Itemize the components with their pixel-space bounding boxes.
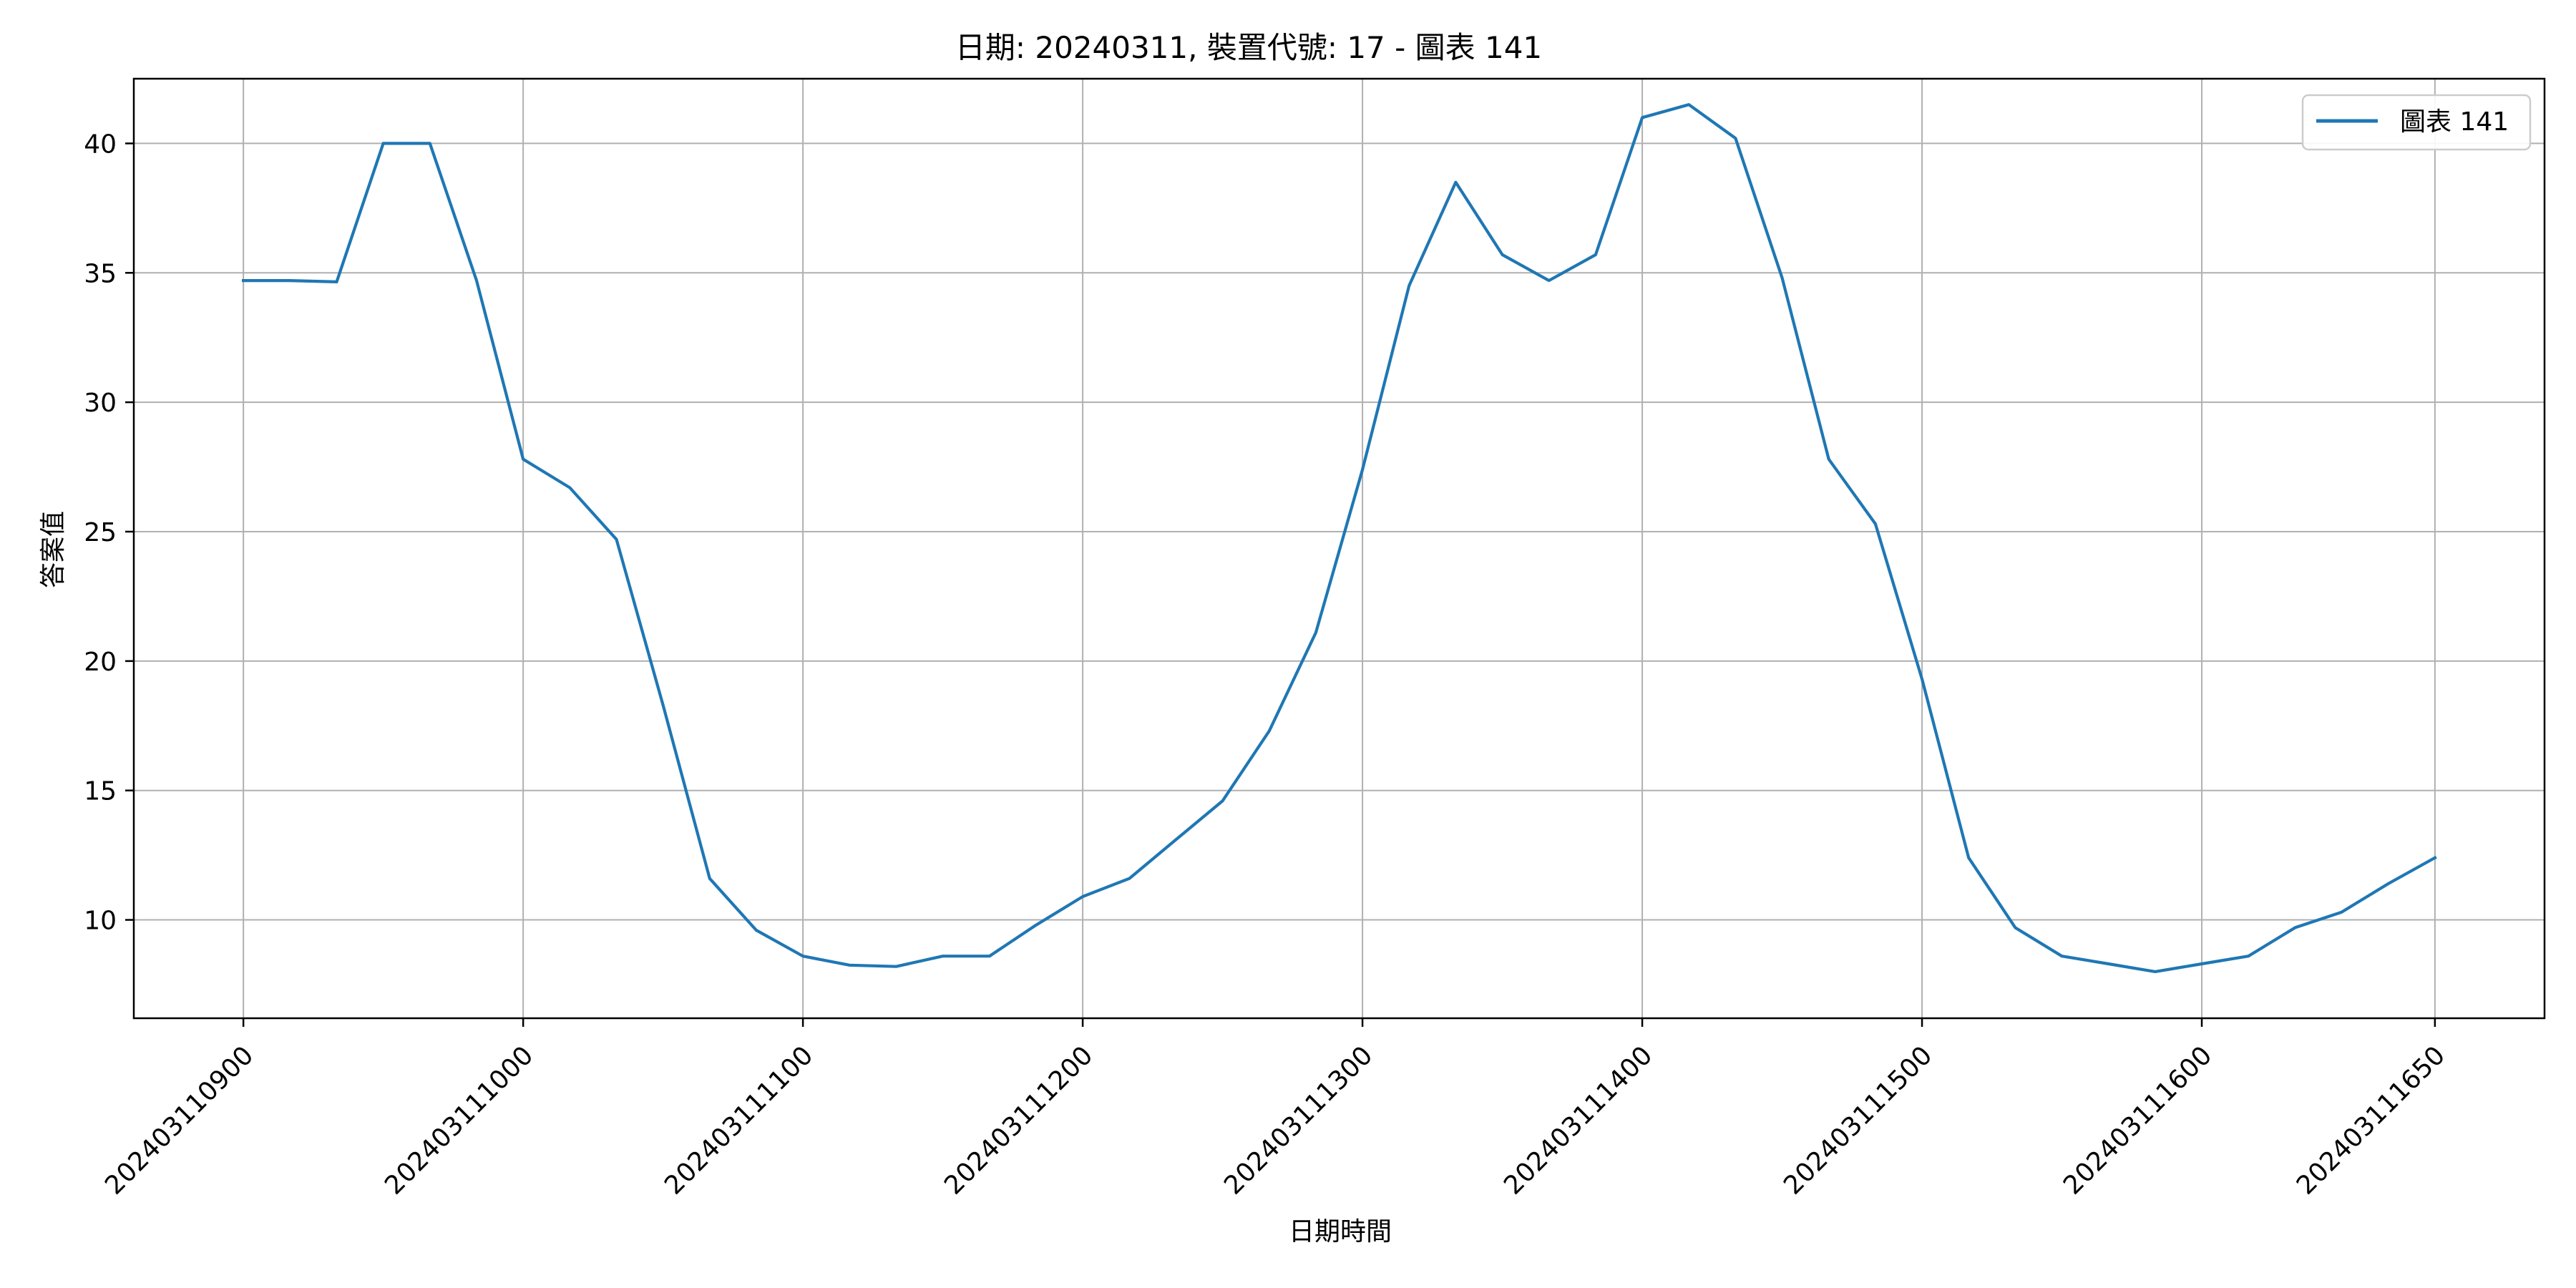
y-tick-label: 35	[84, 259, 117, 288]
grid-lines	[134, 79, 2545, 1018]
legend-label: 圖表 141	[2400, 107, 2509, 137]
legend: 圖表 141	[2301, 94, 2532, 151]
y-tick-label: 15	[84, 777, 117, 806]
y-tick-label: 25	[84, 518, 117, 547]
series-line	[242, 103, 2437, 974]
y-tick-label: 10	[84, 907, 117, 936]
x-axis-label: 日期時間	[1289, 1217, 1392, 1246]
series-layer	[242, 103, 2437, 974]
plot-frame	[132, 77, 2546, 1020]
y-tick-label: 40	[84, 130, 117, 159]
y-tick-label: 30	[84, 389, 117, 418]
y-axis-label: 答案值	[39, 511, 68, 588]
chart-title: 日期: 20240311, 裝置代號: 17 - 圖表 141	[955, 30, 1542, 65]
y-axis-ticks: 10 15 20 25 30 35 40	[84, 130, 134, 936]
y-tick-label: 20	[84, 648, 117, 677]
legend-box	[2301, 94, 2532, 151]
